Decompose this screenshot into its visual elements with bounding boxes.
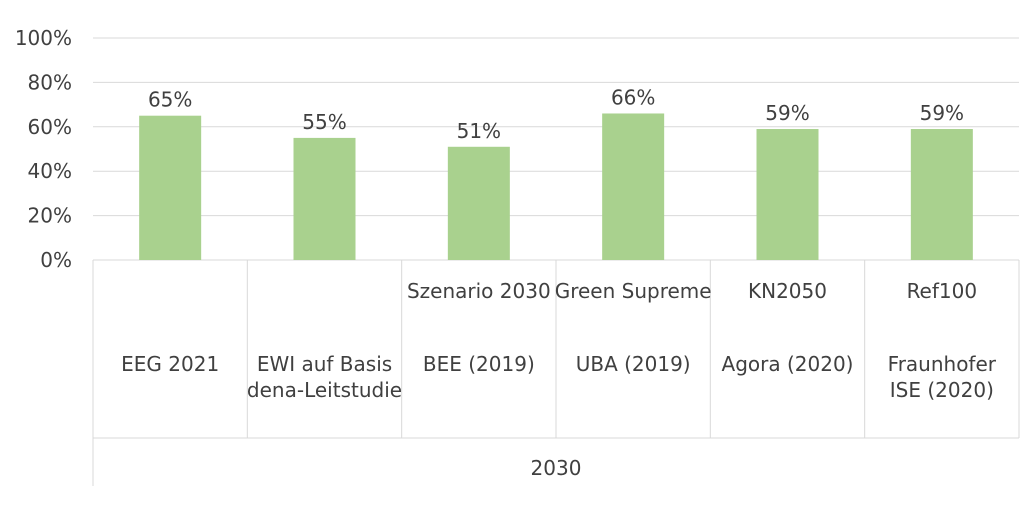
- bar: [293, 137, 356, 260]
- bar: [910, 129, 973, 260]
- category-scenario-label: Ref100: [907, 279, 978, 303]
- data-label: 65%: [148, 88, 192, 112]
- category-source-label: EWI auf Basis dena-Leitstudie: [247, 352, 402, 402]
- category-source-label: UBA (2019): [576, 352, 691, 376]
- y-tick-label: 40%: [28, 159, 72, 183]
- data-label: 59%: [920, 101, 964, 125]
- category-source-label: Agora (2020): [722, 352, 854, 376]
- y-tick-label: 0%: [40, 248, 72, 272]
- data-label: 66%: [611, 85, 655, 109]
- category-group-label: 2030: [531, 456, 582, 480]
- category-scenario-label: Green Supreme: [555, 279, 712, 303]
- y-tick-label: 60%: [28, 115, 72, 139]
- bar: [139, 115, 202, 260]
- bar: [756, 129, 819, 260]
- data-label: 51%: [457, 119, 501, 143]
- category-scenario-label: KN2050: [748, 279, 827, 303]
- category-source-label: EEG 2021: [121, 352, 219, 376]
- category-source-label: BEE (2019): [423, 352, 535, 376]
- y-tick-label: 100%: [15, 26, 72, 50]
- data-label: 55%: [302, 110, 346, 134]
- y-tick-label: 20%: [28, 204, 72, 228]
- bar: [602, 113, 665, 260]
- category-scenario-label: Szenario 2030: [407, 279, 551, 303]
- category-source-label: Fraunhofer ISE (2020): [888, 352, 997, 402]
- bar: [447, 146, 510, 260]
- y-tick-label: 80%: [28, 70, 72, 94]
- data-label: 59%: [765, 101, 809, 125]
